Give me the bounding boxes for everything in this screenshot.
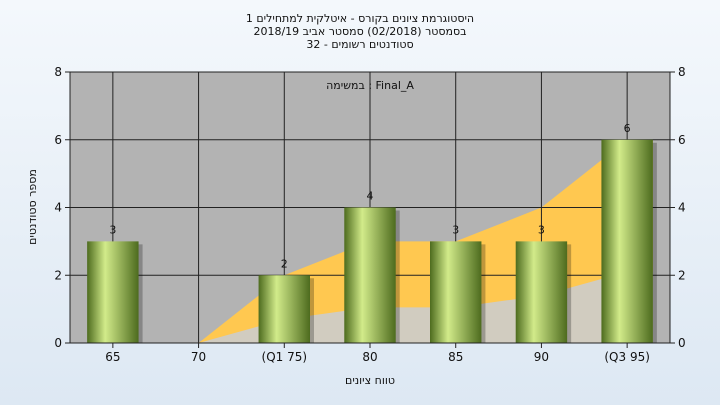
bar-3	[344, 207, 396, 343]
y-tick-label-right-0: 0	[678, 336, 686, 350]
x-axis-label: טווח ציונים	[345, 374, 395, 387]
bar-5	[515, 241, 568, 343]
x-tick-label-3: 80	[362, 350, 377, 364]
y-axis-label: מספר סטודנטים	[26, 169, 39, 245]
bar-value-label-5: 3	[538, 223, 545, 236]
y-tick-label-left-2: 2	[54, 268, 62, 282]
bar-value-label-4: 3	[452, 223, 459, 236]
y-tick-label-left-4: 4	[54, 201, 62, 215]
y-tick-label-right-8: 8	[678, 65, 686, 79]
axes-layer: 0 0 2 2 4 4 6 6 8 8 65 70 (Q1 75) 80 85 90 (Q3 95)	[54, 65, 685, 364]
bar-value-label-2: 2	[281, 257, 288, 270]
chart-title-line-2: בסמסטר (02/2018) סמסטר אביב 2018/19	[253, 25, 466, 38]
y-tick-label-right-4: 4	[678, 201, 686, 215]
bar-2	[258, 275, 310, 343]
y-tick-label-left-8: 8	[54, 65, 62, 79]
chart-title-line-1: היסטוגרמת ציונים בקורס - איטלקית למתחילי…	[246, 12, 474, 25]
bar-4	[430, 241, 482, 343]
bar-value-label-6: 6	[624, 122, 631, 135]
bar-value-label-3: 4	[367, 190, 374, 203]
y-tick-label-left-6: 6	[54, 133, 62, 147]
chart-annotation: במשימה : Final_A	[326, 79, 414, 92]
y-tick-label-right-6: 6	[678, 133, 686, 147]
x-tick-label-2: (Q1 75)	[262, 350, 308, 364]
x-tick-label-5: 90	[534, 350, 549, 364]
bar-value-label-0: 3	[109, 223, 116, 236]
chart-title-line-3: סטודנטים רשומים - 32	[306, 38, 413, 51]
x-tick-label-6: (Q3 95)	[604, 350, 650, 364]
bars-layer: 3 2 4 3 3 6	[87, 122, 657, 343]
bar-6	[601, 139, 653, 343]
y-tick-label-right-2: 2	[678, 268, 686, 282]
x-tick-label-0: 65	[105, 350, 120, 364]
y-tick-label-left-0: 0	[54, 336, 62, 350]
x-tick-label-1: 70	[191, 350, 206, 364]
bar-0	[87, 241, 139, 343]
x-tick-label-4: 85	[448, 350, 463, 364]
